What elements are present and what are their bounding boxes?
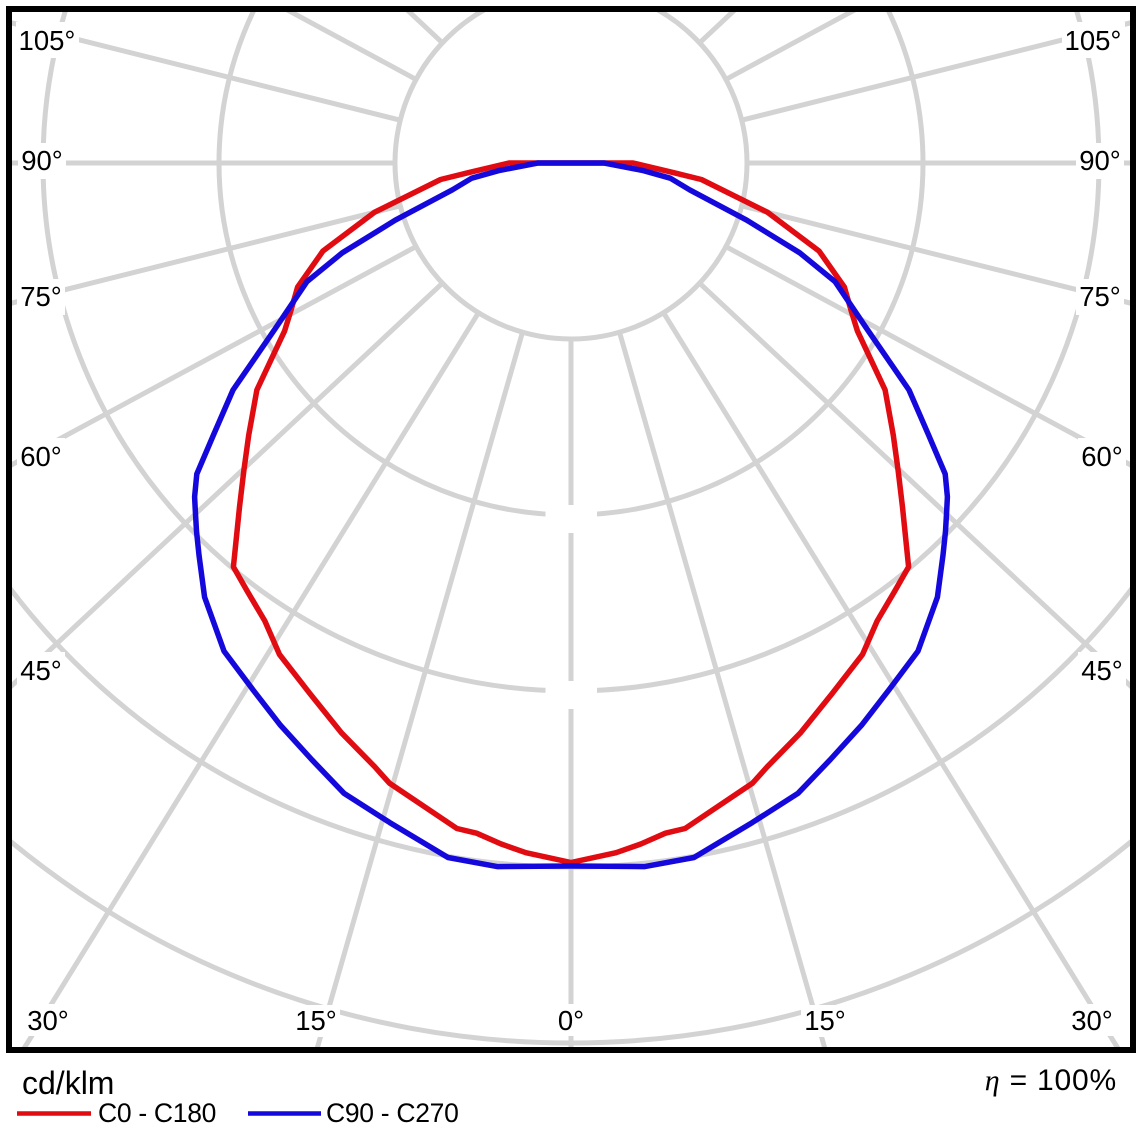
- svg-text:η = 100%: η = 100%: [985, 1064, 1117, 1097]
- svg-text:75°: 75°: [20, 281, 62, 312]
- svg-text:105°: 105°: [1065, 25, 1122, 56]
- svg-text:45°: 45°: [20, 655, 62, 686]
- svg-text:15°: 15°: [804, 1005, 846, 1036]
- svg-text:C90 - C270: C90 - C270: [326, 1098, 459, 1128]
- svg-text:15°: 15°: [295, 1005, 337, 1036]
- svg-text:cd/klm: cd/klm: [22, 1065, 114, 1101]
- svg-text:60°: 60°: [20, 441, 62, 472]
- svg-text:105°: 105°: [19, 25, 76, 56]
- svg-text:C0 - C180: C0 - C180: [98, 1098, 216, 1128]
- svg-text:90°: 90°: [21, 145, 63, 176]
- svg-text:30°: 30°: [27, 1005, 69, 1036]
- svg-text:75°: 75°: [1079, 281, 1121, 312]
- svg-text:0°: 0°: [558, 1005, 584, 1036]
- svg-text:60°: 60°: [1081, 441, 1123, 472]
- svg-text:30°: 30°: [1071, 1005, 1113, 1036]
- svg-text:90°: 90°: [1079, 145, 1121, 176]
- svg-text:45°: 45°: [1081, 655, 1123, 686]
